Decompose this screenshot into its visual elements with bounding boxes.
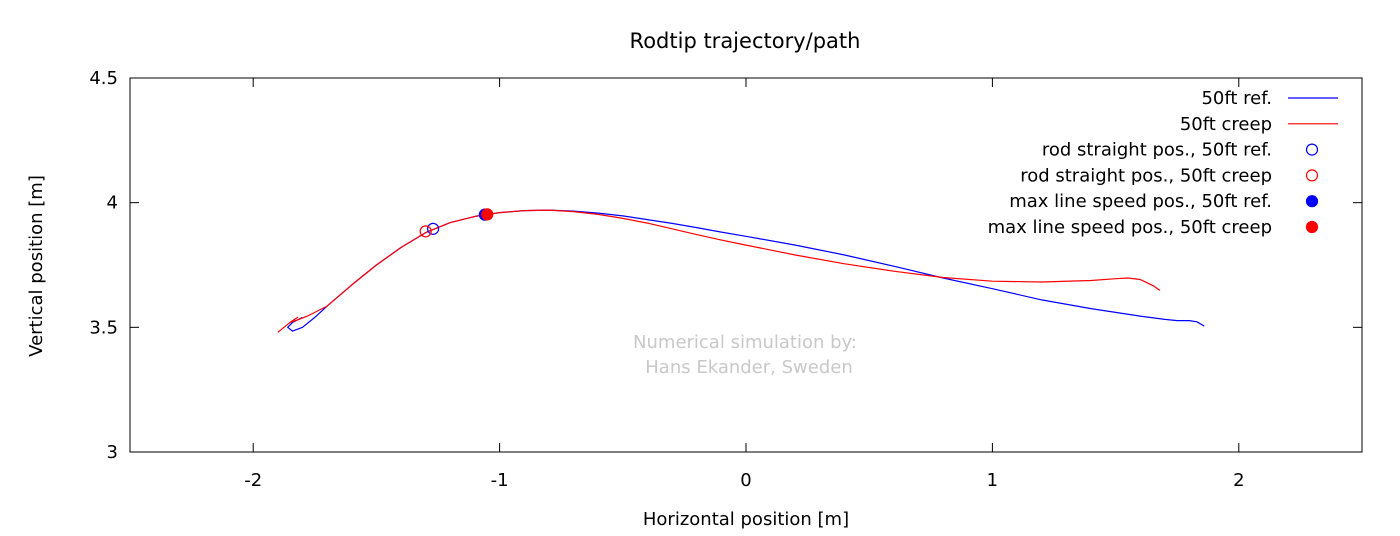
y-axis-title: Vertical position [m] (26, 175, 47, 357)
x-tick-label: 0 (740, 470, 751, 491)
axis-ticks: -2 -1 0 1 2 3 3.5 4 4.5 (89, 68, 1362, 491)
y-tick-label: 3 (107, 442, 118, 463)
legend-label-50ft-creep: 50ft creep (1180, 114, 1272, 135)
legend-label-rod-straight-pos-50ft-ref: rod straight pos., 50ft ref. (1042, 140, 1272, 161)
legend-label-max-line-speed-pos-50ft-creep: max line speed pos., 50ft creep (988, 217, 1272, 238)
plot-frame (129, 77, 1363, 453)
x-tick-label: -2 (244, 470, 262, 491)
x-tick-label: 1 (987, 470, 998, 491)
x-tick-label: -1 (491, 470, 509, 491)
marker-max-line-speed-pos-50ft-creep (481, 208, 494, 221)
x-axis-title: Horizontal position [m] (643, 509, 849, 530)
watermark: Numerical simulation by: Hans Ekander, S… (633, 332, 857, 378)
watermark-line-2: Hans Ekander, Sweden (645, 357, 852, 378)
x-tick-label: 2 (1233, 470, 1244, 491)
y-tick-label: 3.5 (89, 317, 118, 338)
marker-rod-straight-pos-50ft-creep (419, 225, 432, 238)
legend-swatch-rod-straight-pos-50ft-creep (1305, 169, 1319, 182)
y-tick-label: 4 (107, 193, 118, 214)
series-line-50ft-creep (277, 209, 1161, 333)
legend: 50ft ref. 50ft creep rod straight pos., 50… (988, 88, 1338, 238)
legend-label-50ft-ref: 50ft ref. (1201, 88, 1272, 109)
chart-title: Rodtip trajectory/path (630, 29, 861, 53)
series-layer (277, 208, 1205, 333)
legend-label-rod-straight-pos-50ft-creep: rod straight pos., 50ft creep (1020, 165, 1272, 186)
legend-label-max-line-speed-pos-50ft-ref: max line speed pos., 50ft ref. (1009, 191, 1272, 212)
marker-rod-straight-pos-50ft-ref (426, 222, 440, 235)
watermark-line-1: Numerical simulation by: (633, 332, 857, 353)
legend-swatch-max-line-speed-pos-50ft-ref (1305, 195, 1319, 208)
legend-swatch-max-line-speed-pos-50ft-creep (1305, 220, 1319, 234)
y-tick-label: 4.5 (89, 68, 118, 89)
legend-swatch-rod-straight-pos-50ft-ref (1305, 143, 1319, 156)
